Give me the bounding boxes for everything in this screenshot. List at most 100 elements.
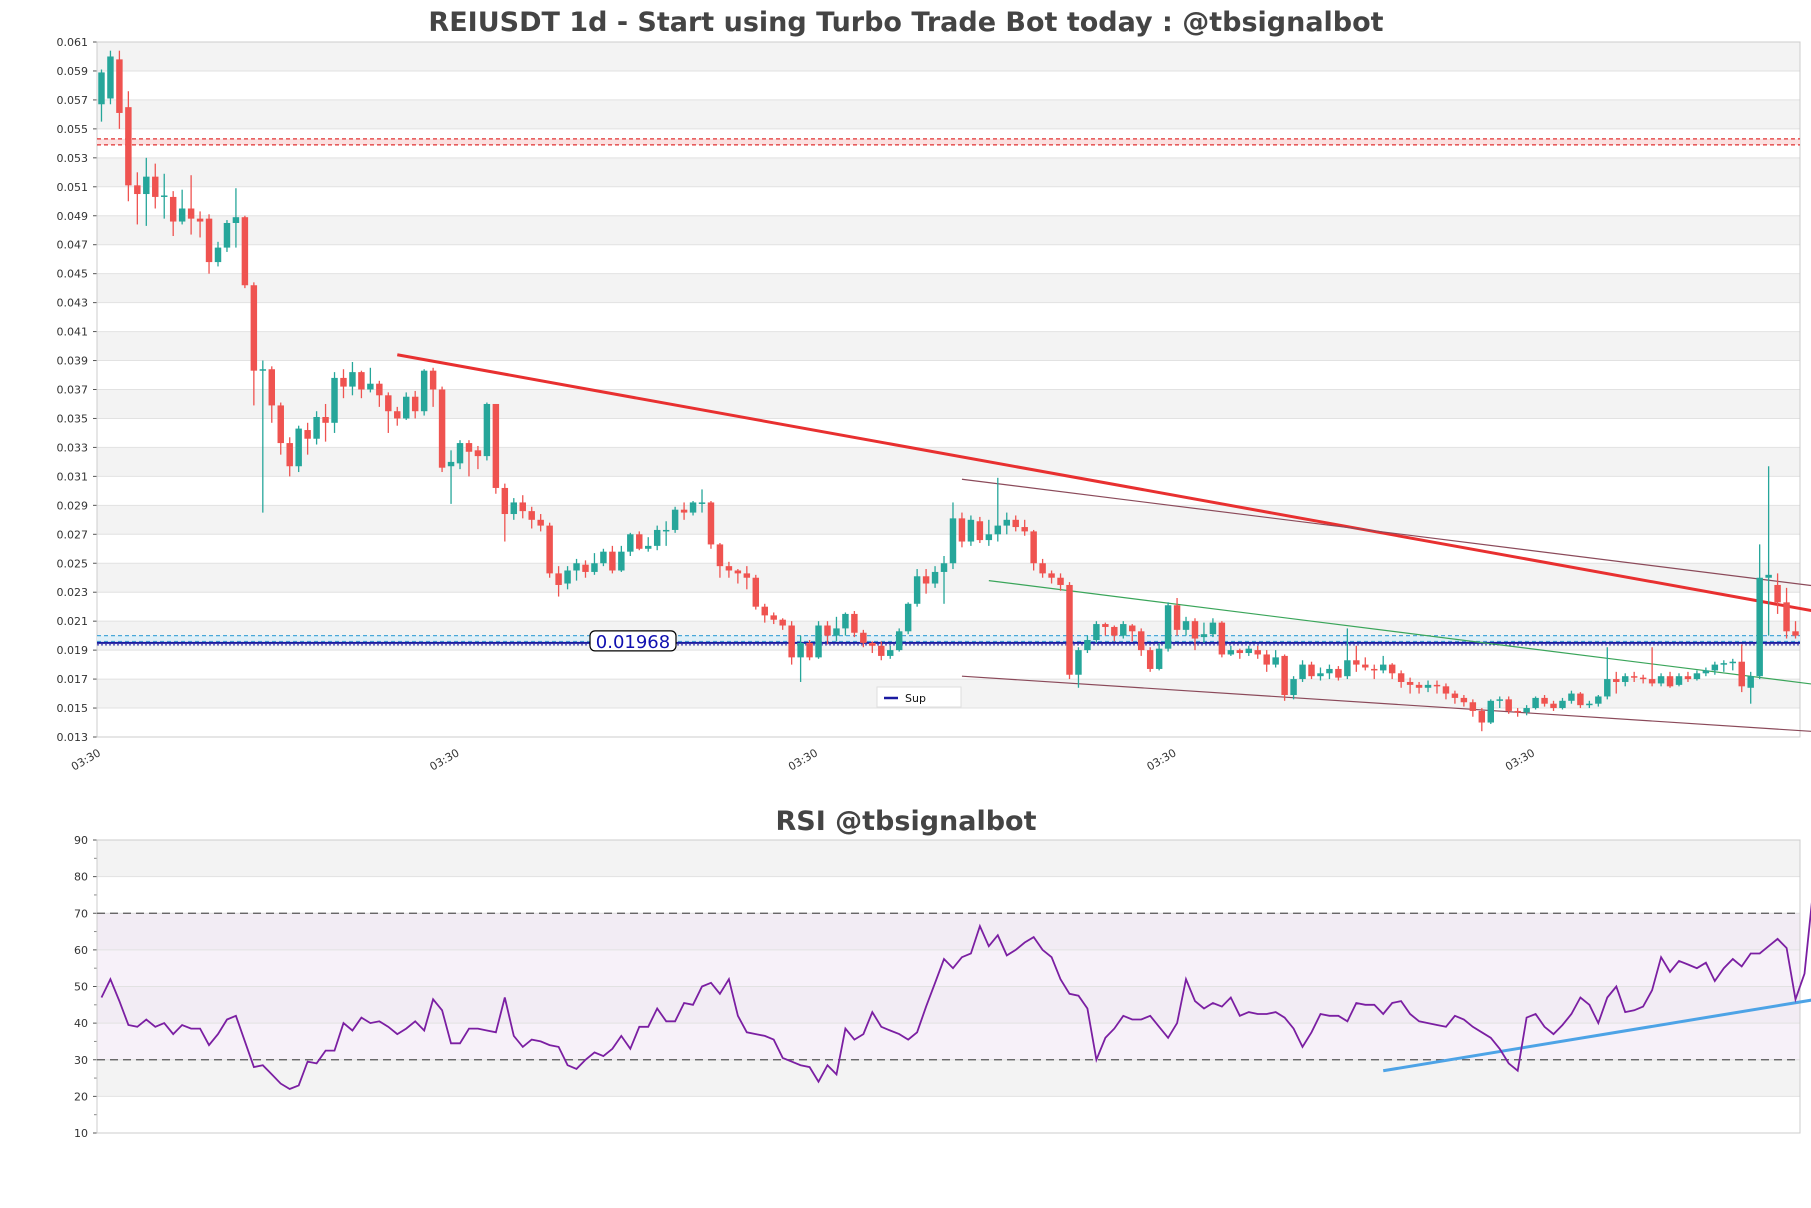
candle-body [1290, 679, 1297, 696]
candle-body [1648, 679, 1656, 684]
candle-body [286, 443, 293, 467]
legend-label: Sup [905, 692, 926, 705]
candle-body [1424, 684, 1432, 688]
candle-body [1379, 664, 1387, 671]
candle-body [1550, 703, 1557, 709]
candle-body [707, 502, 715, 545]
candle-body [1129, 625, 1136, 632]
candle-body [205, 218, 213, 263]
rsi-ytick-label: 10 [74, 1127, 88, 1140]
price-ytick-label: 0.031 [57, 470, 89, 483]
candle-body [420, 370, 428, 412]
price-ytick-label: 0.053 [57, 152, 89, 165]
candle-body [250, 285, 258, 371]
candle-body [1362, 664, 1369, 668]
candle-body [438, 389, 446, 468]
candle-body [1586, 703, 1593, 706]
candle-body [1218, 622, 1226, 655]
candle-body [1756, 577, 1763, 677]
candle-body [653, 529, 661, 546]
candle-body [931, 571, 939, 584]
candle-body [376, 383, 383, 396]
resistance-zone [97, 138, 1800, 145]
candle-body [949, 518, 957, 564]
candle-body [510, 502, 518, 515]
candle-body [627, 534, 634, 552]
candle-body [134, 185, 141, 195]
candle-body [994, 525, 1002, 535]
candle-body [734, 570, 742, 574]
rsi-band [97, 840, 1800, 877]
price-plot-frame [96, 41, 1801, 738]
candle-body [385, 395, 392, 412]
candle-body [1559, 700, 1566, 709]
candle-body [1236, 650, 1244, 654]
rsi-ytick-label: 50 [74, 981, 88, 994]
candle-body [761, 606, 768, 616]
price-band [97, 215, 1800, 245]
candle-body [1102, 624, 1109, 627]
candle-body [1209, 622, 1217, 635]
candle-body [1146, 650, 1154, 669]
candle-body [752, 577, 760, 607]
price-ytick-label: 0.045 [57, 268, 89, 281]
candle-body [1702, 670, 1710, 674]
price-band [97, 42, 1800, 71]
candle-body [1442, 686, 1450, 694]
support-price-tag [589, 630, 677, 652]
price-ytick-label: 0.017 [57, 673, 89, 686]
candle-body [725, 566, 733, 571]
candle-body [1227, 650, 1235, 655]
candle-body [223, 222, 231, 248]
candle-body [456, 443, 464, 464]
candle-body [1308, 664, 1315, 677]
candle-body [1388, 664, 1396, 674]
rsi-trendline [1382, 998, 1811, 1073]
candle-body [259, 369, 267, 371]
price-band [97, 157, 1800, 187]
legend-box [876, 686, 962, 708]
candle-body [214, 247, 222, 263]
rsi-ytick-label: 90 [74, 834, 88, 847]
candle-body [824, 625, 831, 636]
price-ytick-label: 0.023 [57, 586, 89, 599]
candle-body [1415, 684, 1423, 688]
candle-body [546, 525, 553, 574]
price-ytick-label: 0.061 [57, 36, 89, 49]
candle-body [1021, 527, 1028, 532]
rsi-band [97, 1059, 1800, 1097]
candle-body [1093, 624, 1100, 640]
candle-body [591, 563, 598, 572]
candle-body [1604, 679, 1611, 697]
candle-body [1523, 708, 1530, 713]
candle-body [1684, 676, 1692, 680]
candle-body [716, 544, 724, 567]
candle-body [1182, 621, 1190, 630]
candle-body [465, 443, 473, 452]
candle-body [878, 645, 885, 656]
candle-body [958, 518, 966, 542]
candle-body [394, 411, 401, 419]
price-ytick-label: 0.013 [57, 731, 89, 744]
candle-body [187, 208, 195, 219]
price-band [97, 563, 1800, 593]
rsi-ytick-label: 60 [74, 944, 88, 957]
candle-body [1514, 710, 1521, 713]
price-ytick-label: 0.039 [57, 355, 89, 368]
candle-body [178, 208, 186, 222]
rsi-ytick-label: 30 [74, 1054, 88, 1067]
candle-body [1084, 639, 1091, 651]
candle-body [1191, 621, 1199, 639]
candle-body [922, 576, 930, 584]
candle-body [322, 417, 329, 423]
candle-body [277, 405, 284, 444]
candle-body [447, 461, 455, 467]
candle-body [519, 502, 526, 512]
candle-body [1003, 519, 1010, 526]
candle-body [1048, 573, 1055, 578]
candle-body [895, 631, 903, 651]
candle-body [940, 563, 948, 572]
candle-body [1433, 684, 1441, 687]
price-band [97, 447, 1800, 477]
